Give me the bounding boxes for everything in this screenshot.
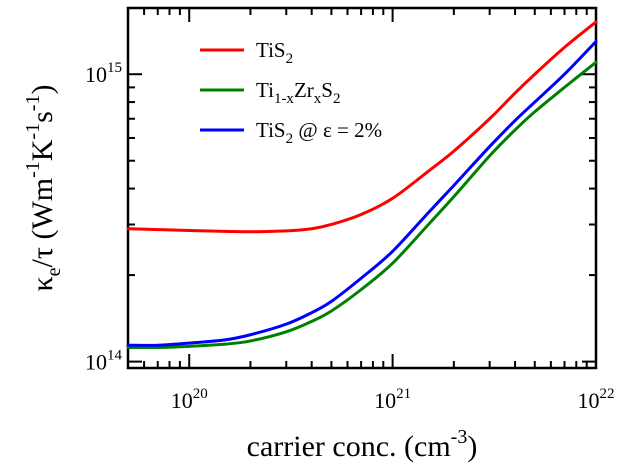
x-tick-label: 1022 (578, 386, 615, 413)
legend-text: Ti (256, 78, 274, 102)
axis-ticks (127, 8, 597, 368)
y-tick-label-exp: 15 (107, 60, 122, 76)
legend-text: Zr (294, 78, 314, 102)
legend-label-2: TiS2 @ ε = 2% (256, 118, 382, 147)
x-axis-label-main: carrier conc. (cm (247, 430, 451, 463)
legend-subscript: 2 (286, 131, 294, 147)
x-tick-label: 1020 (171, 386, 208, 413)
legend-text: TiS (256, 118, 286, 142)
legend-label-1: Ti1-xZrxS2 (256, 78, 340, 107)
legend-text: @ ε = 2% (293, 118, 382, 142)
y-axis-label-kappa: κ (26, 276, 59, 291)
series-line-0 (126, 20, 598, 234)
y-axis-label-k: K (26, 139, 59, 161)
x-tick-label-base: 10 (171, 388, 193, 413)
legend-text: TiS (256, 38, 286, 62)
x-tick-label-exp: 21 (396, 386, 411, 402)
y-tick-label: 1014 (85, 348, 123, 375)
y-axis-label-sup2: -1 (22, 123, 44, 140)
y-axis-label-rest: /τ (Wm (26, 178, 59, 268)
x-axis-label-sup: -3 (451, 426, 468, 448)
y-axis-label-s: s (26, 111, 59, 123)
y-axis-label: κe/τ (Wm-1K-1s-1) (22, 85, 65, 292)
y-tick-label-base: 10 (85, 62, 107, 87)
plot-area (126, 6, 598, 370)
x-tick-label-exp: 20 (193, 386, 208, 402)
legend-subscript: 2 (333, 91, 341, 107)
y-axis-label-tail: ) (26, 85, 59, 95)
x-axis-label: carrier conc. (cm-3) (247, 426, 478, 463)
x-axis-label-tail: ) (467, 430, 477, 463)
plot-frame (126, 6, 598, 370)
y-axis-label-sup1: -1 (22, 161, 44, 178)
legend-subscript: x (314, 91, 322, 107)
legend-subscript: 2 (286, 51, 294, 67)
series-group (126, 20, 598, 350)
y-axis-label-kappa-sub: e (43, 267, 65, 276)
series-line-1 (126, 60, 598, 350)
y-tick-label-base: 10 (85, 350, 107, 375)
legend-label-0: TiS2 (256, 38, 293, 67)
x-tick-label: 1021 (374, 386, 411, 413)
legend-text: S (321, 78, 333, 102)
legend-subscript: 1-x (274, 91, 294, 107)
y-tick-label-exp: 14 (107, 348, 123, 364)
x-tick-label-base: 10 (374, 388, 396, 413)
y-axis-label-sup3: -1 (22, 95, 44, 112)
x-tick-label-exp: 22 (600, 386, 615, 402)
y-tick-label: 1015 (85, 60, 122, 87)
series-line-2 (126, 39, 598, 347)
x-tick-label-base: 10 (578, 388, 600, 413)
